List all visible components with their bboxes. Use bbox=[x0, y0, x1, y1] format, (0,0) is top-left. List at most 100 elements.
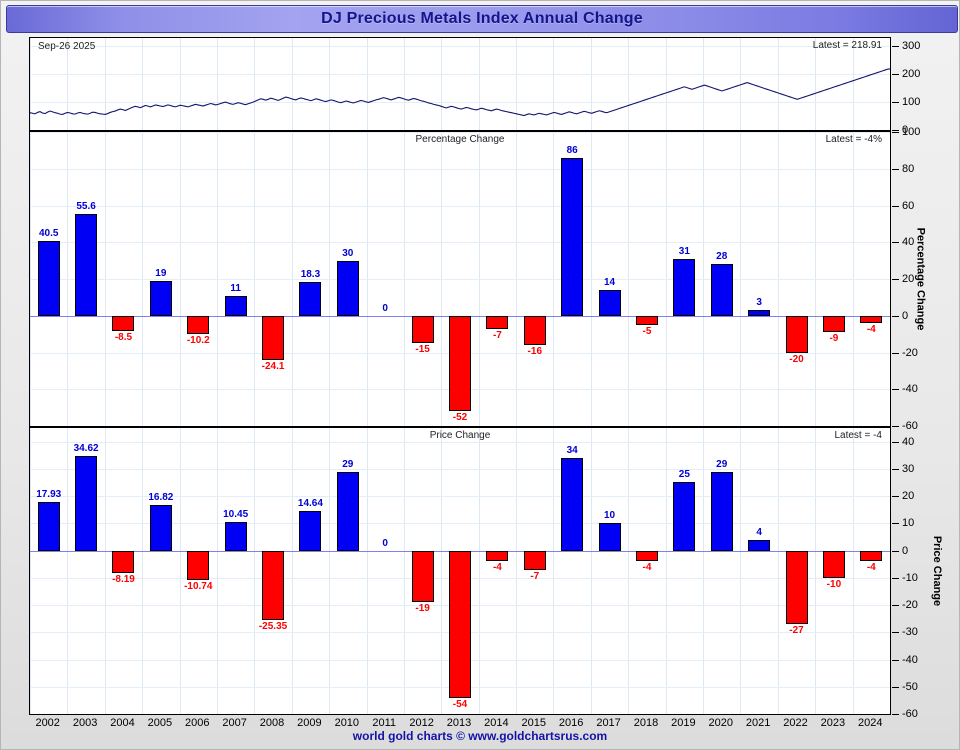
bar bbox=[860, 315, 883, 324]
bar bbox=[112, 315, 135, 332]
axis-tick bbox=[892, 315, 899, 317]
grid-line-vertical bbox=[403, 428, 405, 714]
grid-line-vertical bbox=[254, 428, 256, 714]
axis-tick-label: 200 bbox=[902, 68, 921, 81]
bar bbox=[598, 523, 621, 551]
bar-value-label: 31 bbox=[678, 245, 690, 257]
axis-tick bbox=[892, 550, 899, 552]
bar bbox=[635, 550, 658, 562]
x-axis-label: 2010 bbox=[334, 717, 360, 729]
axis-tick-label: 0 bbox=[902, 124, 909, 136]
bar-value-label: -25.35 bbox=[258, 620, 288, 632]
grid-line-vertical bbox=[590, 38, 592, 130]
bar-value-label: -7 bbox=[530, 570, 540, 582]
bar bbox=[822, 315, 845, 333]
grid-line-horizontal bbox=[30, 279, 890, 280]
bar bbox=[262, 550, 285, 620]
bar-value-label: -9 bbox=[829, 333, 839, 345]
bar-value-label: 10.45 bbox=[223, 509, 249, 521]
axis-title-price: Price Change bbox=[930, 535, 943, 607]
bar bbox=[748, 310, 771, 316]
x-axis-label: 2023 bbox=[820, 717, 846, 729]
bar-value-label: 3 bbox=[756, 297, 762, 309]
axis-tick bbox=[892, 279, 899, 280]
axis-tick-label: -20 bbox=[902, 346, 918, 359]
x-axis-label: 2020 bbox=[708, 717, 733, 729]
axis-tick-label: -30 bbox=[902, 626, 918, 639]
window-titlebar: DJ Precious Metals Index Annual Change bbox=[6, 5, 958, 33]
bar-value-label: 11 bbox=[230, 282, 241, 294]
axis-tick bbox=[892, 352, 899, 354]
bars-price-change: 17.93 34.62 -8.19 16.82 -10.74 10.45 -25.35 14.… bbox=[30, 428, 890, 714]
bar bbox=[37, 501, 60, 551]
axis-tick-label: 100 bbox=[902, 96, 921, 109]
grid-line-vertical bbox=[777, 428, 779, 714]
x-axis-label: 2019 bbox=[671, 717, 696, 729]
grid-line-vertical bbox=[441, 428, 443, 714]
axis-tick-label: 300 bbox=[902, 40, 921, 53]
bar-value-label: -16 bbox=[527, 346, 542, 358]
axis-tick bbox=[892, 205, 899, 207]
axis-percentage-change: Percentage Change 100 80 60 40 20 0 -20 -40 -60 bbox=[892, 126, 960, 432]
bar bbox=[224, 522, 247, 551]
x-axis-label: 2018 bbox=[633, 717, 659, 729]
bar-value-label: -15 bbox=[415, 344, 430, 356]
grid-line-vertical bbox=[628, 38, 630, 130]
grid-line-vertical bbox=[179, 38, 181, 130]
bar-value-label: 0 bbox=[382, 537, 388, 549]
x-axis-label: 2015 bbox=[521, 717, 547, 729]
bar bbox=[112, 550, 135, 573]
latest-percentage-value: Latest = -4% bbox=[825, 134, 882, 145]
bar bbox=[748, 539, 771, 551]
axis-tick-label: -40 bbox=[902, 653, 918, 666]
footer-credit: world gold charts © www.goldchartsrus.co… bbox=[352, 729, 608, 743]
bar bbox=[710, 264, 733, 316]
grid-line-vertical bbox=[329, 428, 331, 714]
bar bbox=[224, 295, 247, 316]
x-axis-label: 2009 bbox=[297, 717, 322, 729]
axis-tick bbox=[892, 686, 899, 688]
axis-tick-label: 20 bbox=[902, 490, 915, 503]
bar bbox=[336, 260, 359, 316]
bar bbox=[561, 457, 584, 551]
x-axis-label: 2011 bbox=[372, 717, 397, 729]
bar-value-label: 17.93 bbox=[36, 488, 62, 500]
x-axis-label: 2003 bbox=[72, 717, 98, 729]
axis-tick bbox=[892, 389, 899, 391]
axis-tick bbox=[892, 132, 899, 133]
axis-tick bbox=[892, 632, 899, 634]
axis-tick bbox=[892, 102, 899, 104]
bar bbox=[336, 471, 359, 551]
bar-value-label: 34 bbox=[566, 444, 578, 456]
x-axis-label: 2002 bbox=[35, 717, 60, 729]
grid-line-vertical bbox=[366, 428, 368, 714]
axis-tick bbox=[892, 46, 899, 48]
axis-tick-label: -20 bbox=[902, 599, 918, 612]
x-axis-label: 2014 bbox=[484, 717, 509, 729]
grid-line-vertical bbox=[216, 428, 218, 714]
x-axis-label: 2004 bbox=[110, 717, 135, 729]
grid-line-vertical bbox=[553, 428, 555, 714]
axis-tick bbox=[892, 714, 899, 715]
x-axis-years: 2002 2003 2004 2005 2006 2007 2008 2009 2010 2011… bbox=[29, 717, 891, 733]
axis-tick bbox=[892, 426, 899, 427]
bar bbox=[486, 315, 509, 329]
bar-value-label: -24.1 bbox=[261, 361, 285, 373]
bar-value-label: 14.64 bbox=[297, 497, 323, 509]
axis-tick-label: 60 bbox=[902, 199, 915, 212]
bar bbox=[523, 315, 546, 346]
bar-value-label: -4 bbox=[642, 562, 652, 574]
grid-line-vertical bbox=[740, 38, 742, 130]
grid-line-vertical bbox=[815, 428, 817, 714]
bar-value-label: -20 bbox=[789, 353, 804, 365]
bar-value-label: 34.62 bbox=[73, 443, 99, 455]
grid-line-vertical bbox=[665, 428, 667, 714]
bar-value-label: -7 bbox=[492, 329, 502, 341]
bar-value-label: -52 bbox=[452, 412, 468, 424]
bar-value-label: 28 bbox=[716, 251, 728, 263]
axis-tick bbox=[892, 605, 899, 607]
grid-line-horizontal bbox=[30, 205, 890, 207]
grid-line-vertical bbox=[179, 428, 181, 714]
grid-line-vertical bbox=[216, 38, 218, 130]
